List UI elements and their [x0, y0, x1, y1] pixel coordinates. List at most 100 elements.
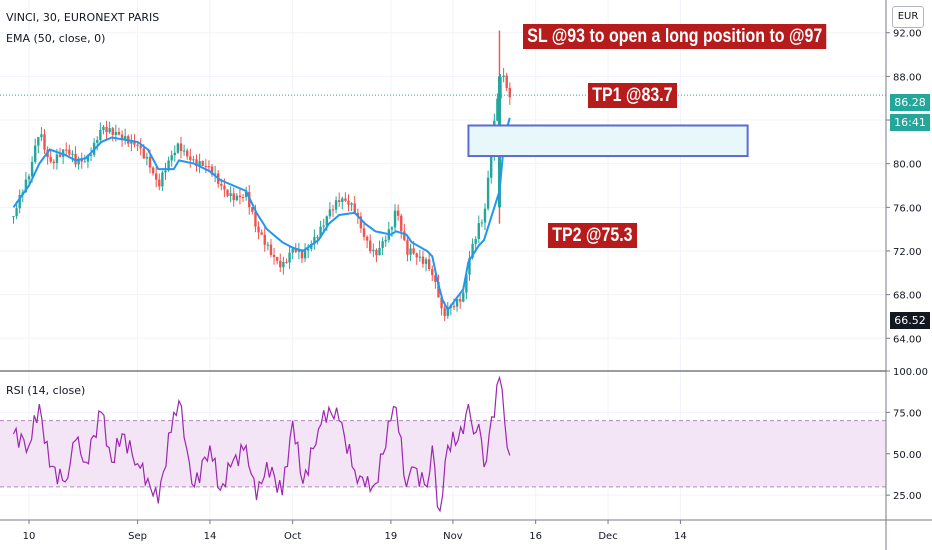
currency-button[interactable]: EUR — [892, 6, 924, 28]
time-tick-label: Dec — [598, 531, 617, 542]
candle-body — [241, 197, 245, 199]
candle-body — [257, 226, 260, 233]
candle-body — [462, 292, 465, 302]
tp2-annotation[interactable]: TP2 @75.3 — [548, 223, 637, 248]
candle-body — [446, 307, 449, 316]
candle-body — [508, 87, 512, 98]
candle-body — [359, 216, 363, 229]
candle-body — [192, 159, 195, 161]
time-tick-label: Nov — [443, 531, 463, 542]
candle-body — [226, 189, 229, 196]
candle-body — [114, 132, 118, 135]
candle-body — [319, 226, 322, 238]
price-tick-label: 80.00 — [893, 160, 922, 171]
time-tick-label: 14 — [674, 531, 687, 542]
candle-body — [424, 259, 428, 264]
candle-body — [207, 166, 211, 168]
candle-body — [244, 192, 248, 198]
candle-body — [378, 247, 381, 256]
candle-body — [213, 173, 217, 175]
candle-body — [266, 244, 270, 246]
price-tick-label: 68.00 — [893, 291, 922, 302]
tp1-annotation[interactable]: TP1 @83.7 — [588, 83, 677, 108]
candle-body — [291, 248, 294, 253]
candle-body — [437, 281, 440, 298]
candle-body — [74, 153, 77, 165]
candle-body — [306, 248, 310, 251]
time-tick-label: 16 — [529, 531, 542, 542]
candle-body — [452, 306, 456, 308]
candle-body — [15, 208, 18, 217]
time-tick-label: Oct — [284, 531, 301, 542]
candle-body — [139, 145, 142, 149]
candle-body — [130, 140, 133, 144]
candle-body — [434, 275, 437, 282]
candle-body — [176, 143, 180, 153]
candle-body — [164, 170, 167, 173]
candle-body — [186, 150, 189, 157]
candle-body — [96, 140, 99, 143]
candle-body — [486, 177, 490, 209]
stop-loss-annotation[interactable]: SL @93 to open a long position to @97 — [523, 24, 827, 49]
candle-body — [369, 240, 372, 252]
candle-body — [123, 136, 127, 140]
candle-body — [294, 248, 297, 252]
candle-body — [43, 134, 46, 150]
candle-body — [145, 156, 149, 159]
candle-body — [455, 299, 459, 307]
candle-body — [83, 161, 87, 163]
candle-body — [89, 154, 93, 156]
ema-line — [12, 117, 511, 312]
candle-body — [334, 200, 338, 210]
candle-body — [229, 193, 232, 196]
rsi-tick-label: 75.00 — [893, 408, 922, 419]
candle-body — [381, 241, 384, 248]
price-tick-label: 72.00 — [893, 247, 922, 258]
candle-body — [393, 210, 397, 228]
candle-body — [328, 209, 332, 217]
candle-body — [350, 203, 353, 205]
candle-body — [384, 239, 387, 242]
rsi-line — [12, 375, 511, 513]
candle-body — [285, 261, 288, 263]
candle-body — [52, 161, 56, 164]
candle-body — [288, 252, 291, 263]
candle-body — [458, 299, 462, 302]
price-tick-label: 88.00 — [893, 72, 922, 83]
candle-body — [223, 185, 226, 190]
candle-body — [400, 215, 403, 232]
target-zone[interactable] — [467, 124, 749, 158]
candle-body — [204, 165, 208, 167]
price-tick-label: 64.00 — [893, 334, 922, 345]
candle-body — [279, 260, 282, 268]
candle-body — [282, 261, 285, 268]
candle-body — [105, 126, 108, 133]
candle-body — [365, 236, 369, 241]
candle-body — [406, 240, 409, 255]
candle-body — [341, 198, 344, 202]
candle-body — [68, 149, 71, 155]
candle-body — [483, 208, 487, 223]
candle-body — [24, 179, 28, 193]
candle-body — [353, 203, 356, 213]
candle-body — [310, 243, 313, 249]
candle-body — [158, 179, 161, 187]
candle-body — [409, 248, 412, 255]
rsi-band — [0, 420, 886, 487]
candle-body — [154, 173, 158, 180]
ema-value-tag: 66.52 — [890, 312, 930, 329]
candle-body — [412, 248, 415, 254]
candle-body — [27, 176, 31, 180]
candle-body — [443, 308, 446, 316]
candle-body — [418, 256, 422, 258]
candle-body — [502, 75, 505, 78]
candle-body — [338, 200, 341, 202]
candle-body — [170, 155, 173, 161]
candle-body — [12, 216, 15, 218]
candle-body — [40, 134, 43, 138]
candle-body — [316, 237, 319, 239]
candle-body — [18, 194, 21, 209]
candle-body — [297, 249, 301, 252]
candle-body — [505, 75, 508, 88]
